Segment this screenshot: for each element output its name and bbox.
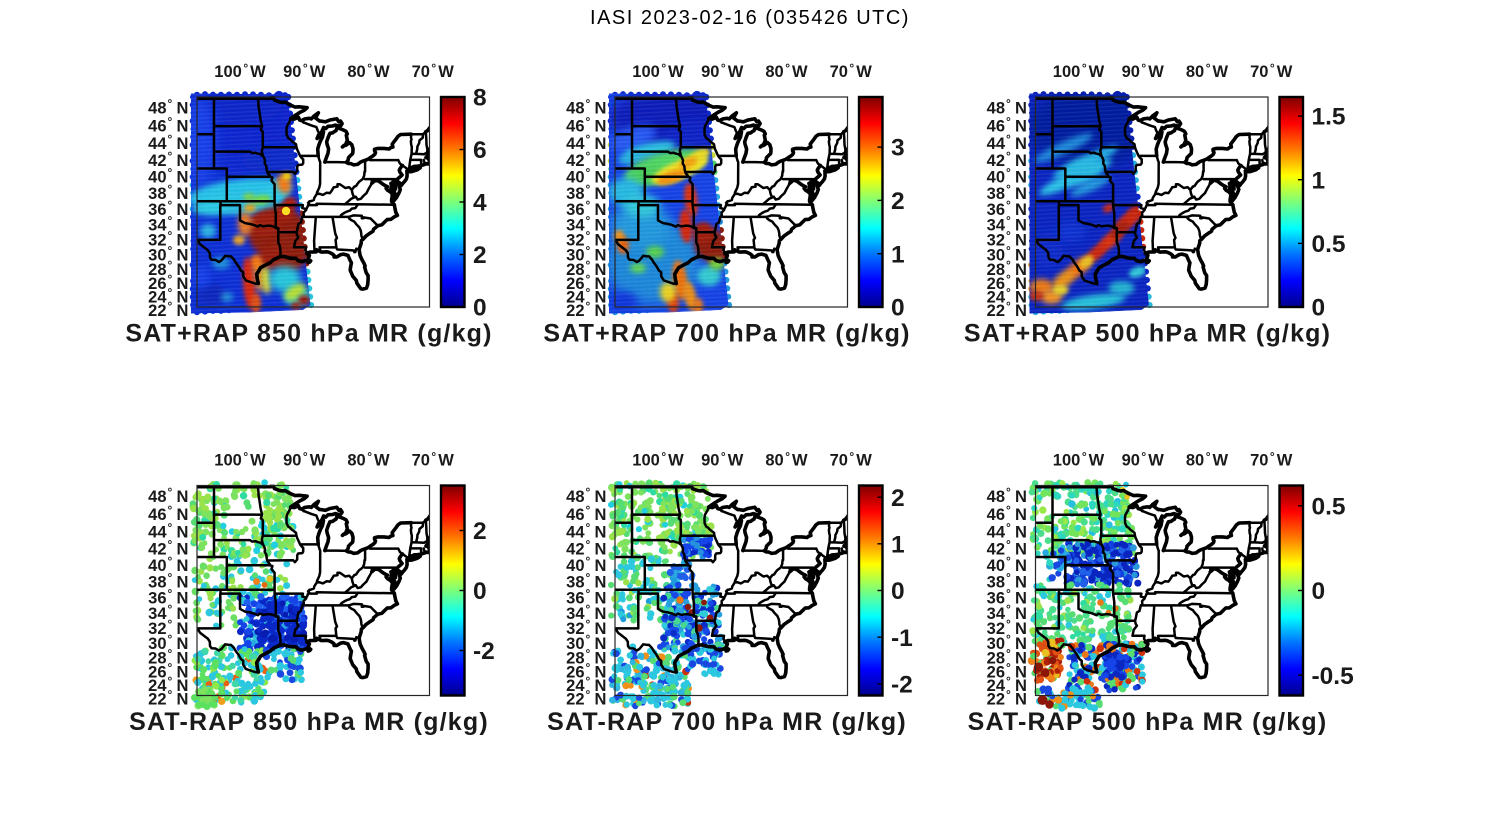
svg-text:0: 0	[891, 295, 905, 322]
svg-text:-2: -2	[891, 671, 913, 698]
svg-text:SAT-RAP 850 hPa MR (g/kg): SAT-RAP 850 hPa MR (g/kg)	[129, 708, 489, 736]
svg-text:SAT-RAP 500 hPa MR (g/kg): SAT-RAP 500 hPa MR (g/kg)	[968, 708, 1328, 736]
svg-text:SAT-RAP 700 hPa MR (g/kg): SAT-RAP 700 hPa MR (g/kg)	[547, 708, 907, 736]
svg-text:6: 6	[473, 137, 487, 164]
svg-text:0: 0	[891, 578, 905, 605]
svg-text:8: 8	[473, 85, 487, 112]
svg-text:3: 3	[891, 135, 905, 162]
svg-text:SAT+RAP 500 hPa MR (g/kg): SAT+RAP 500 hPa MR (g/kg)	[964, 320, 1331, 348]
svg-text:-2: -2	[473, 638, 495, 665]
svg-text:1: 1	[891, 531, 905, 558]
svg-text:SAT+RAP 850 hPa MR (g/kg): SAT+RAP 850 hPa MR (g/kg)	[125, 320, 492, 348]
svg-text:4: 4	[473, 190, 487, 217]
svg-text:2: 2	[473, 242, 487, 269]
svg-text:1.5: 1.5	[1312, 104, 1346, 131]
svg-text:0.5: 0.5	[1312, 493, 1346, 520]
svg-text:2: 2	[891, 485, 905, 512]
svg-text:0: 0	[473, 295, 487, 322]
svg-text:1: 1	[891, 241, 905, 268]
svg-text:1: 1	[1312, 167, 1326, 194]
svg-text:-0.5: -0.5	[1312, 663, 1354, 690]
svg-text:SAT+RAP 700 hPa MR (g/kg): SAT+RAP 700 hPa MR (g/kg)	[543, 320, 910, 348]
svg-text:0: 0	[1312, 295, 1326, 322]
svg-text:0: 0	[473, 578, 487, 605]
svg-text:2: 2	[473, 518, 487, 545]
svg-text:-1: -1	[891, 625, 913, 652]
svg-text:0: 0	[1312, 578, 1326, 605]
svg-text:2: 2	[891, 188, 905, 215]
svg-text:IASI 2023-02-16 (035426 UTC): IASI 2023-02-16 (035426 UTC)	[590, 7, 910, 29]
svg-text:0.5: 0.5	[1312, 231, 1346, 258]
